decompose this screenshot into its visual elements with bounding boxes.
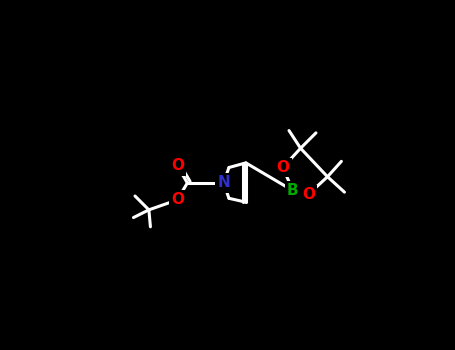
Text: O: O <box>276 160 289 175</box>
Text: B: B <box>287 183 298 198</box>
Text: O: O <box>171 193 184 207</box>
Text: O: O <box>171 159 184 174</box>
Text: O: O <box>302 187 315 202</box>
Text: N: N <box>217 175 230 190</box>
